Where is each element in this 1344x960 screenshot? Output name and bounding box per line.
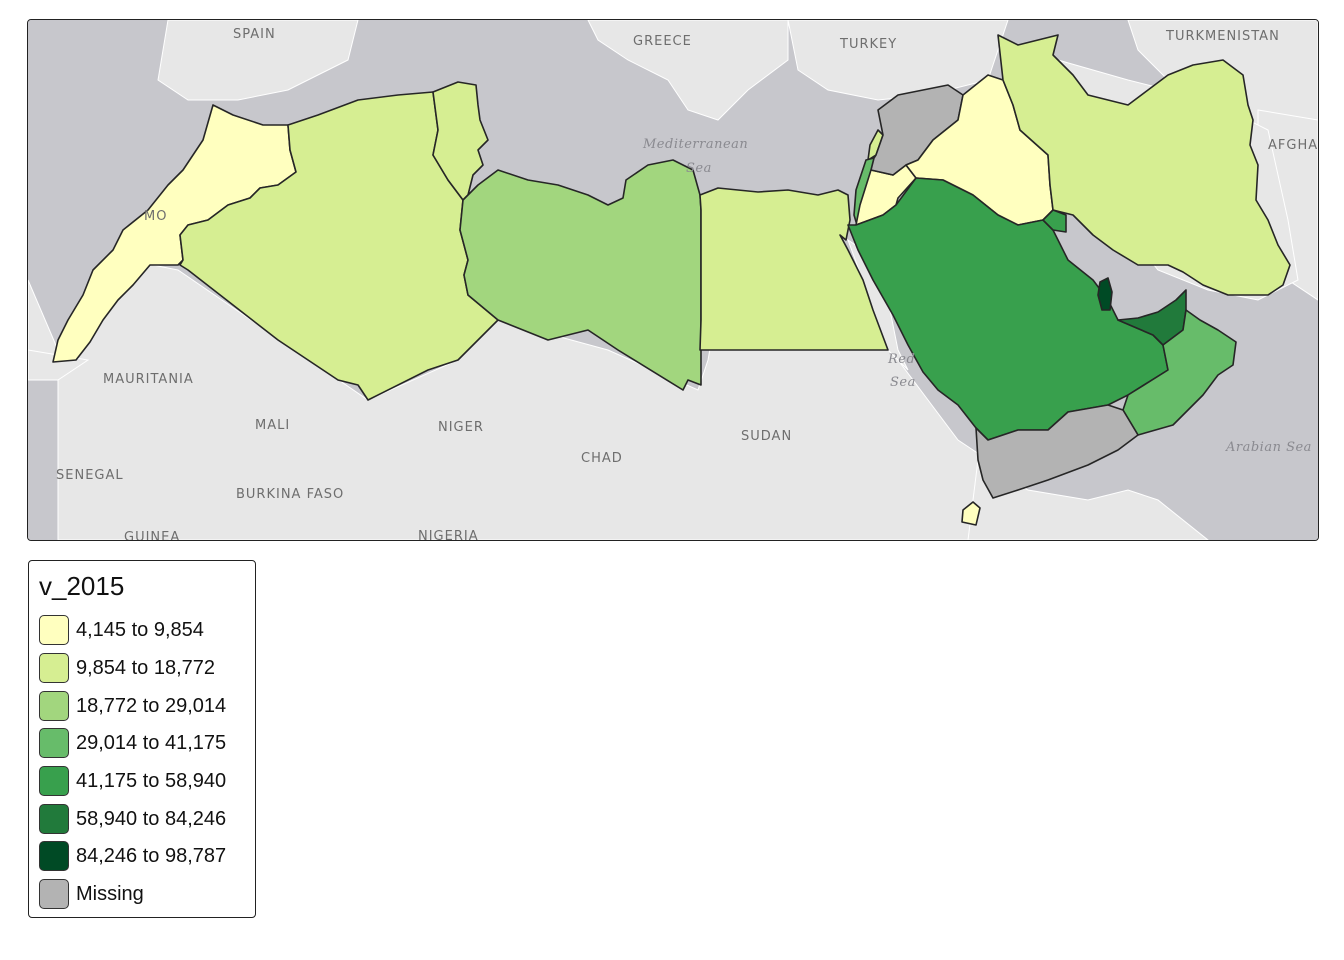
legend-item: 29,014 to 41,175 bbox=[39, 726, 226, 760]
legend-item: 84,246 to 98,787 bbox=[39, 839, 226, 873]
label-red: Red bbox=[887, 352, 915, 367]
label-turkmenistan: TURKMENISTAN bbox=[1165, 29, 1280, 44]
legend-swatch bbox=[39, 841, 69, 871]
legend-swatch bbox=[39, 879, 69, 909]
land-iberia bbox=[157, 20, 359, 101]
choropleth-map[interactable]: Morocco Algeria Tunisia Libya Egypt Leba… bbox=[28, 20, 1318, 540]
region-egypt[interactable]: Egypt bbox=[699, 187, 889, 351]
legend-item: 41,175 to 58,940 bbox=[39, 764, 226, 798]
label-mediterranean-sea: Sea bbox=[686, 161, 712, 176]
legend-label: Missing bbox=[76, 882, 144, 905]
legend-swatch bbox=[39, 615, 69, 645]
label-mauritania: MAURITANIA bbox=[103, 372, 194, 387]
legend-item: Missing bbox=[39, 877, 144, 911]
legend-label: 9,854 to 18,772 bbox=[76, 656, 216, 679]
label-morocco: MO bbox=[144, 209, 167, 224]
choropleth-regions: Morocco Algeria Tunisia Libya Egypt Leba… bbox=[52, 34, 1291, 526]
legend-title: v_2015 bbox=[39, 571, 125, 601]
land-balkans bbox=[587, 20, 789, 121]
map-legend: v_2015 4,145 to 9,854 9,854 to 18,772 18… bbox=[28, 560, 256, 918]
label-guinea: GUINEA bbox=[124, 530, 180, 540]
label-turkey: TURKEY bbox=[839, 37, 897, 52]
label-mali: MALI bbox=[255, 418, 290, 433]
label-spain: SPAIN bbox=[233, 27, 276, 42]
label-red-sea: Sea bbox=[890, 375, 916, 390]
legend-label: 58,940 to 84,246 bbox=[76, 807, 227, 830]
label-afghanistan: AFGHA bbox=[1268, 138, 1318, 153]
label-senegal: SENEGAL bbox=[56, 468, 124, 483]
region-kuwait[interactable]: Kuwait bbox=[1042, 209, 1067, 233]
label-arabian-sea: Arabian Sea bbox=[1225, 440, 1312, 455]
basemap-labels: SPAIN GREECE TURKEY TURKMENISTAN AFGHA M… bbox=[56, 27, 1318, 540]
land-horn bbox=[967, 459, 1209, 540]
region-tunisia[interactable]: Tunisia bbox=[432, 81, 489, 201]
region-uae[interactable]: United Arab Emirates bbox=[1117, 289, 1187, 346]
region-yemen[interactable]: Yemen bbox=[975, 404, 1139, 499]
legend-label: 4,145 to 9,854 bbox=[76, 618, 204, 641]
label-mediterranean: Mediterranean bbox=[642, 137, 748, 152]
label-sudan: SUDAN bbox=[741, 429, 792, 444]
legend-item: 4,145 to 9,854 bbox=[39, 613, 204, 647]
region-djibouti[interactable]: Djibouti bbox=[961, 501, 981, 526]
label-chad: CHAD bbox=[581, 451, 623, 466]
legend-swatch bbox=[39, 766, 69, 796]
label-burkina-faso: BURKINA FASO bbox=[236, 487, 344, 502]
legend-label: 29,014 to 41,175 bbox=[76, 731, 227, 754]
region-qatar[interactable]: Qatar bbox=[1097, 277, 1113, 311]
legend-item: 18,772 to 29,014 bbox=[39, 689, 226, 723]
legend-swatch bbox=[39, 804, 69, 834]
legend-swatch bbox=[39, 653, 69, 683]
legend-label: 18,772 to 29,014 bbox=[76, 694, 227, 717]
label-greece: GREECE bbox=[633, 34, 692, 49]
map-panel[interactable]: Morocco Algeria Tunisia Libya Egypt Leba… bbox=[27, 19, 1319, 541]
legend-swatch bbox=[39, 728, 69, 758]
legend-item: 9,854 to 18,772 bbox=[39, 651, 215, 685]
region-oman[interactable]: Oman bbox=[1122, 309, 1237, 436]
legend-label: 84,246 to 98,787 bbox=[76, 844, 227, 867]
label-nigeria: NIGERIA bbox=[418, 529, 479, 540]
label-niger: NIGER bbox=[438, 420, 484, 435]
legend-item: 58,940 to 84,246 bbox=[39, 802, 226, 836]
legend-swatch bbox=[39, 691, 69, 721]
legend-label: 41,175 to 58,940 bbox=[76, 769, 227, 792]
